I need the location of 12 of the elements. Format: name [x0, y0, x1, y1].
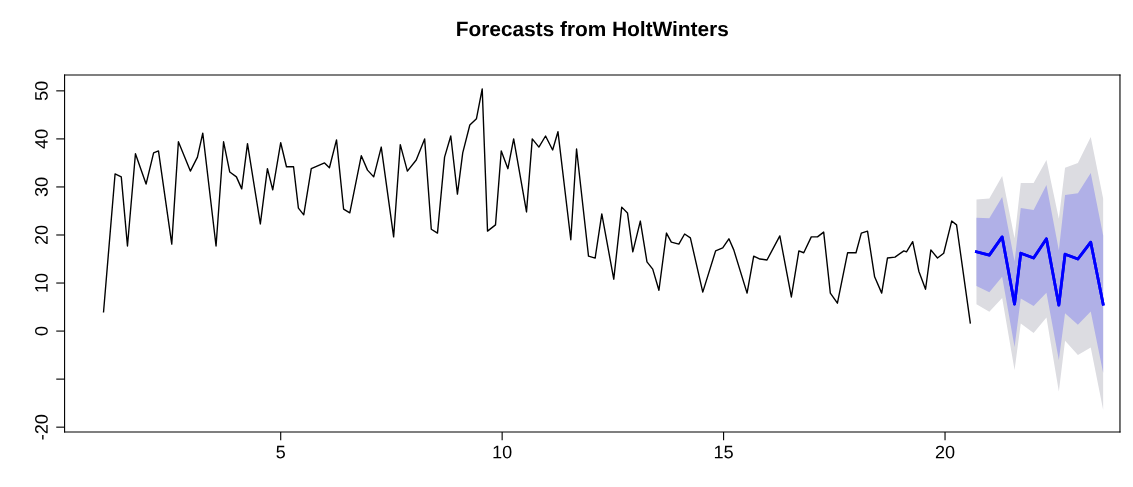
x-tick-label: 20	[935, 445, 955, 459]
y-tick-label: 20	[35, 225, 48, 245]
y-tick-label: 10	[35, 273, 48, 292]
x-tick-label: 10	[493, 445, 512, 459]
y-tick-label: 0	[35, 326, 48, 336]
y-tick-label: 30	[35, 177, 48, 197]
y-tick-label: 50	[35, 81, 48, 101]
y-tick-label: 40	[35, 129, 48, 149]
chart-title: Forecasts from HoltWinters	[457, 21, 728, 37]
x-tick-label: 5	[276, 445, 285, 459]
x-tick-label: 15	[714, 445, 733, 459]
y-tick-label: -20	[35, 414, 48, 440]
